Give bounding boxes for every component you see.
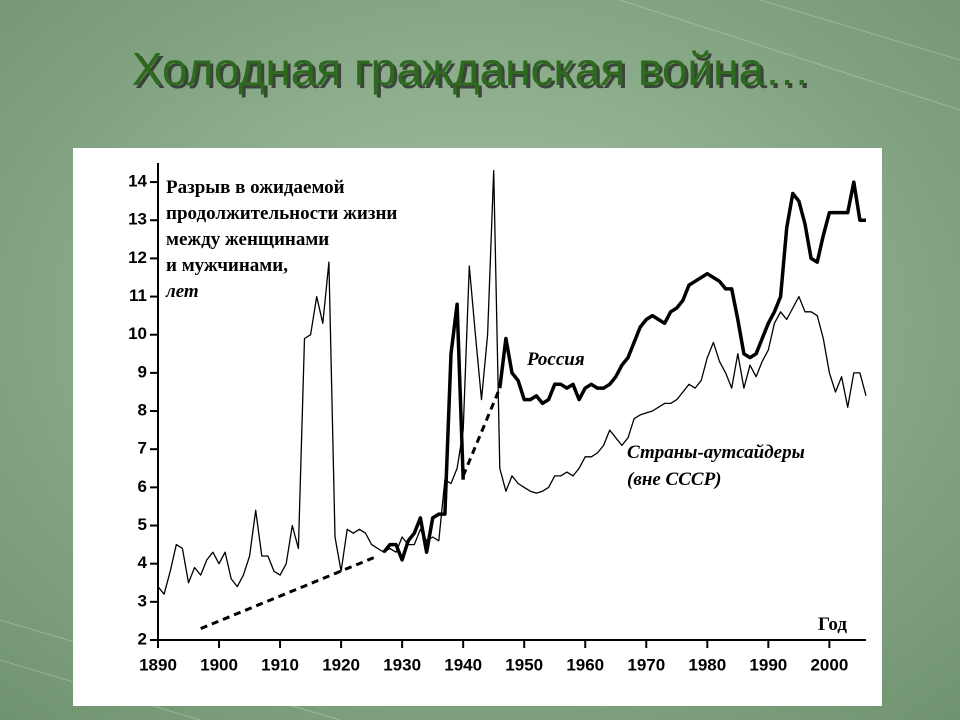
y-tick-label: 7	[138, 439, 147, 458]
series-label: Страны-аутсайдеры	[627, 442, 805, 463]
x-tick-label: 1990	[749, 655, 787, 674]
annotation-line: между женщинами	[166, 229, 329, 250]
annotation-line: Разрыв в ожидаемой	[166, 177, 345, 198]
x-tick-label: 1940	[444, 655, 482, 674]
y-tick-label: 14	[128, 172, 147, 191]
y-tick-label: 9	[138, 362, 147, 381]
annotation-line: продолжительности жизни	[166, 203, 397, 224]
series-line	[382, 180, 866, 562]
x-tick-label: 1930	[383, 655, 421, 674]
y-tick-label: 5	[138, 515, 147, 534]
y-tick-label: 12	[128, 248, 147, 267]
chart: 2 3 4 5 6 7 8 9 10 11 12 13 14 1890 1900 1910 1920 1930 19…	[128, 163, 867, 674]
y-tick-label: 8	[138, 401, 147, 420]
title-shadow: Холодная гражданская война…	[135, 46, 813, 98]
annotation-line: и мужчинами,	[166, 255, 288, 276]
x-tick-label: 1910	[261, 655, 299, 674]
annotation-unit: лет	[165, 281, 199, 302]
trend-line	[200, 554, 379, 630]
y-tick-label: 2	[138, 629, 147, 648]
y-tick-label: 13	[128, 210, 147, 229]
chart-panel	[73, 148, 882, 706]
x-tick-label: 1960	[566, 655, 604, 674]
y-tick-label: 10	[128, 324, 147, 343]
y-tick-label: 11	[129, 286, 147, 305]
trend-line	[461, 387, 502, 477]
y-tick-label: 3	[138, 591, 147, 610]
y-tick-label: 4	[138, 553, 148, 572]
x-tick-label: 1980	[688, 655, 726, 674]
x-tick-label: 2000	[810, 655, 848, 674]
x-tick-label: 1950	[505, 655, 543, 674]
series-line	[157, 169, 867, 595]
x-tick-label: 1970	[627, 655, 665, 674]
y-tick-label: 6	[138, 477, 147, 496]
x-tick-label: 1900	[200, 655, 238, 674]
slide-title: Холодная гражданская война…	[132, 43, 810, 95]
x-axis-label: Год	[818, 614, 847, 635]
x-tick-label: 1920	[322, 655, 360, 674]
series-note: (вне СССР)	[627, 469, 722, 490]
x-tick-label: 1890	[139, 655, 177, 674]
series-label: Россия	[526, 349, 585, 370]
